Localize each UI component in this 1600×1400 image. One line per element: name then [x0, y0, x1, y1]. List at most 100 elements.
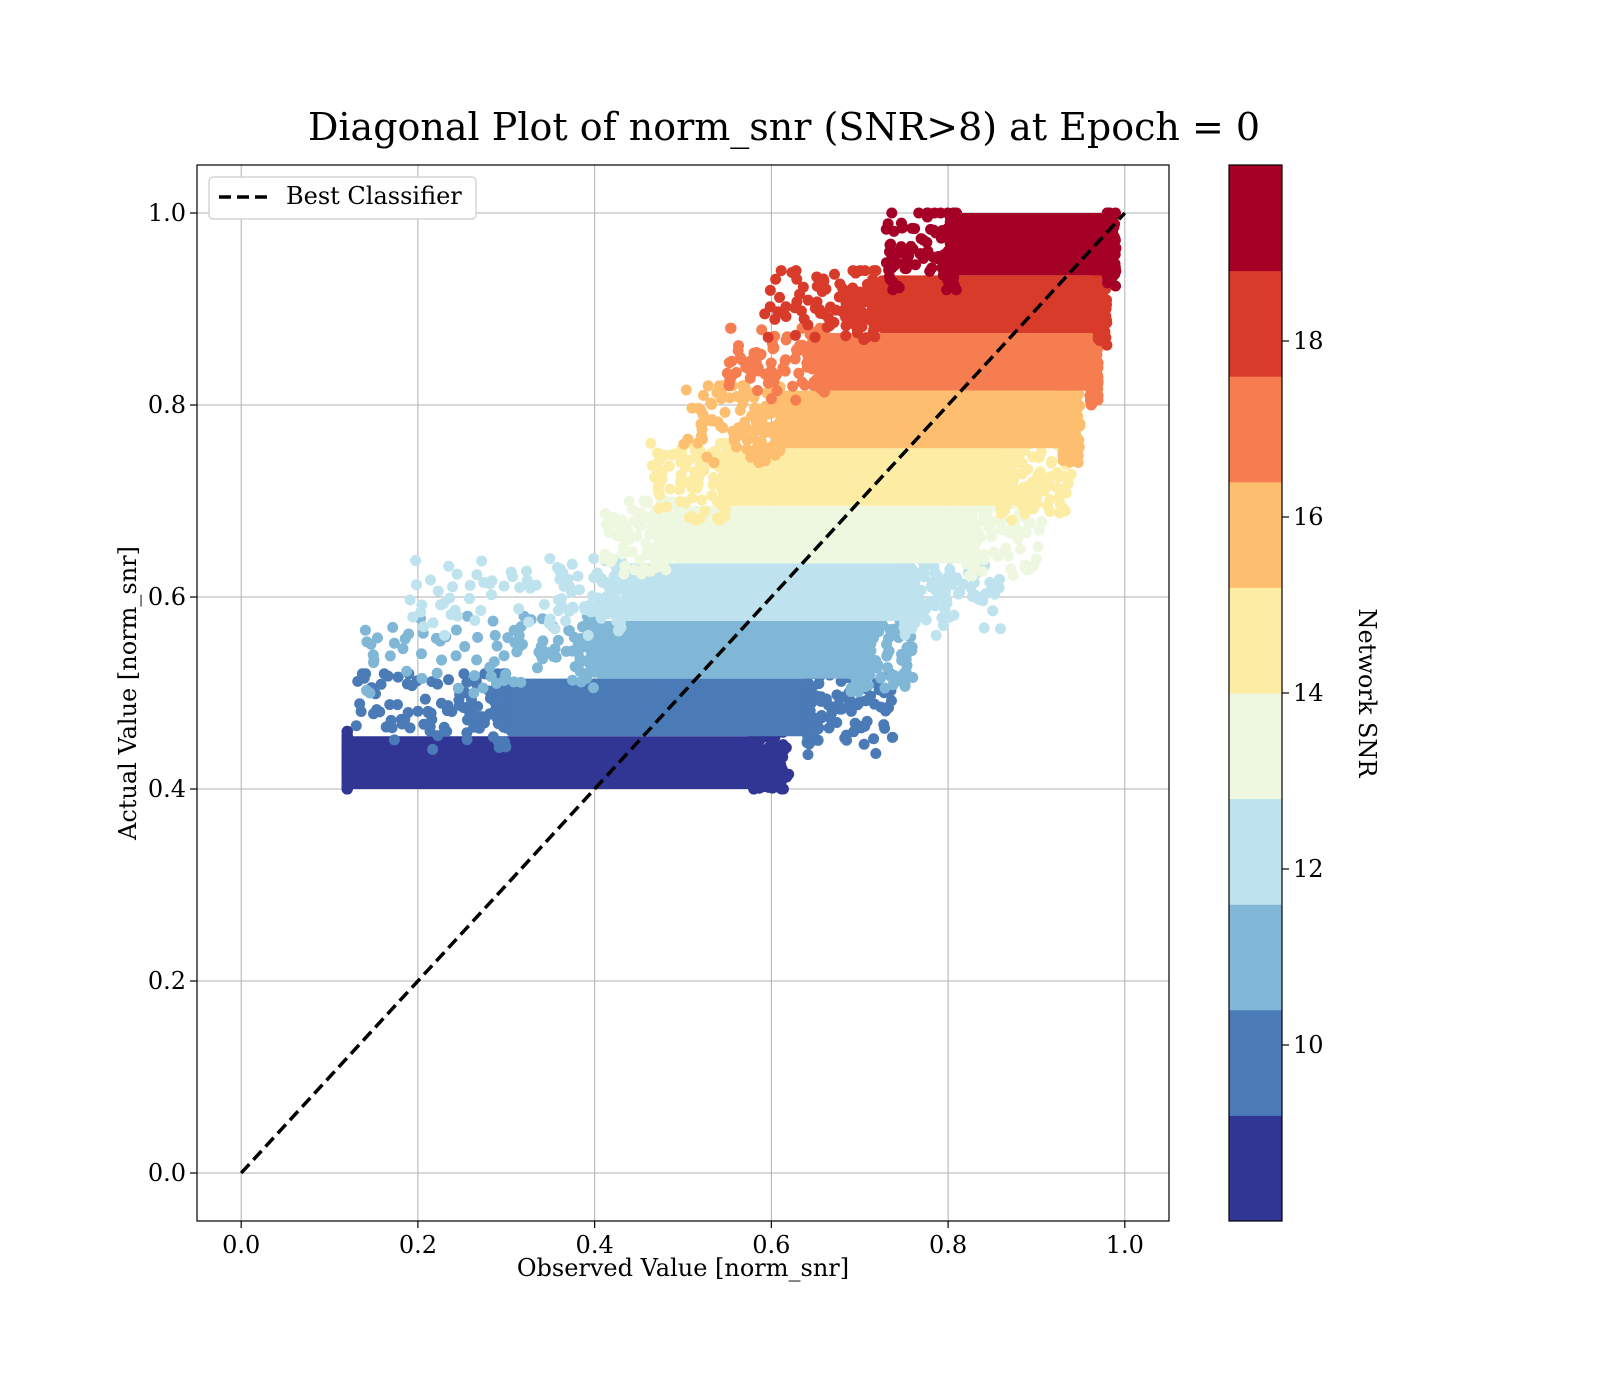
scatter-point	[802, 749, 814, 761]
scatter-point	[553, 565, 565, 577]
scatter-point	[694, 459, 706, 471]
scatter-point	[445, 608, 457, 620]
scatter-point	[948, 279, 960, 291]
y-tick-label: 0.6	[148, 583, 186, 611]
scatter-point	[787, 380, 799, 392]
scatter-point	[467, 708, 479, 720]
scatter-point	[830, 304, 842, 316]
scatter-point	[935, 207, 947, 219]
scatter-point	[881, 638, 893, 650]
scatter-point	[726, 355, 738, 367]
colorbar-label: Network SNR	[1353, 609, 1381, 779]
scatter-point	[401, 665, 413, 677]
scatter-point	[1033, 524, 1045, 536]
scatter-point	[929, 584, 941, 596]
scatter-point	[653, 545, 665, 557]
scatter-point	[871, 280, 883, 292]
scatter-point	[845, 641, 857, 653]
scatter-point	[385, 714, 397, 726]
scatter-point	[461, 727, 473, 739]
colorbar-segment	[1229, 1115, 1282, 1222]
scatter-point	[942, 571, 954, 583]
scatter-point	[656, 473, 668, 485]
scatter-point	[763, 376, 775, 388]
y-tick-label: 0.8	[148, 391, 186, 419]
scatter-point	[642, 497, 654, 509]
scatter-point	[769, 313, 781, 325]
scatter-point	[953, 588, 965, 600]
scatter-point	[847, 282, 859, 294]
scatter-point	[1031, 497, 1043, 509]
scatter-point	[858, 312, 870, 324]
scatter-point	[978, 622, 990, 634]
scatter-point	[600, 592, 612, 604]
scatter-point	[764, 445, 776, 457]
scatter-point	[631, 530, 643, 542]
scatter-point	[997, 460, 1009, 472]
chart-title: Diagonal Plot of norm_snr (SNR>8) at Epo…	[308, 105, 1260, 150]
scatter-point	[897, 669, 909, 681]
scatter-point	[1072, 443, 1084, 455]
scatter-point	[741, 443, 753, 455]
scatter-point	[951, 261, 963, 273]
scatter-point	[941, 231, 953, 243]
scatter-point	[471, 654, 483, 666]
scatter-point	[485, 589, 497, 601]
scatter-point	[815, 691, 827, 703]
scatter-band-core	[956, 213, 1108, 276]
scatter-point	[996, 523, 1008, 535]
scatter-point	[750, 424, 762, 436]
scatter-point	[690, 471, 702, 483]
colorbar-tick-label: 18	[1293, 327, 1324, 355]
scatter-point	[725, 322, 737, 334]
scatter-point	[566, 586, 578, 598]
scatter-point	[900, 263, 912, 275]
colorbar-segment	[1229, 481, 1282, 588]
scatter-point	[410, 579, 422, 591]
scatter-point	[744, 372, 756, 384]
scatter-point	[867, 325, 879, 337]
scatter-point	[487, 688, 499, 700]
scatter-point	[375, 678, 387, 690]
scatter-point	[882, 662, 894, 674]
scatter-point	[563, 624, 575, 636]
scatter-point	[774, 442, 786, 454]
scatter-points	[341, 207, 1122, 795]
scatter-point	[1027, 451, 1039, 463]
scatter-point	[775, 265, 787, 277]
scatter-point	[759, 747, 771, 759]
scatter-point	[492, 718, 504, 730]
scatter-point	[809, 331, 821, 343]
scatter-point	[859, 641, 871, 653]
scatter-point	[468, 670, 480, 682]
scatter-point	[814, 304, 826, 316]
scatter-point	[790, 394, 802, 406]
scatter-point	[895, 217, 907, 229]
scatter-point	[488, 656, 500, 668]
colorbar-tick-label: 14	[1293, 679, 1324, 707]
scatter-point	[341, 747, 353, 759]
scatter-point	[450, 650, 462, 662]
scatter-point	[1024, 517, 1036, 529]
scatter-point	[870, 747, 882, 759]
scatter-point	[766, 423, 778, 435]
scatter-point	[450, 624, 462, 636]
scatter-point	[500, 684, 512, 696]
scatter-point	[530, 579, 542, 591]
scatter-point	[706, 490, 718, 502]
scatter-point	[361, 684, 373, 696]
scatter-point	[771, 762, 783, 774]
scatter-point	[896, 654, 908, 666]
scatter-point	[1011, 531, 1023, 543]
scatter-point	[886, 262, 898, 274]
scatter-point	[1092, 304, 1104, 316]
scatter-point	[812, 723, 824, 735]
scatter-point	[1057, 389, 1069, 401]
scatter-point	[771, 385, 783, 397]
scatter-point	[764, 284, 776, 296]
scatter-point	[1014, 543, 1026, 555]
scatter-point	[762, 766, 774, 778]
scatter-band-core	[780, 390, 1063, 449]
scatter-point	[752, 362, 764, 374]
